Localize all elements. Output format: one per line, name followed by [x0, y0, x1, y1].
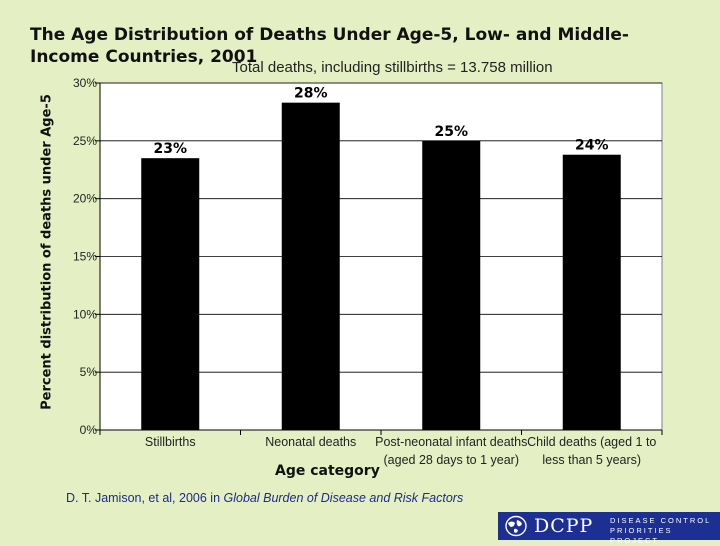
y-tick-label: 5%	[80, 365, 98, 379]
y-tick-label: 25%	[73, 134, 97, 148]
x-tick-label: Neonatal deaths	[265, 435, 356, 449]
x-tick-label: Post-neonatal infant deaths	[375, 435, 527, 449]
x-tick-label: less than 5 years)	[542, 453, 641, 467]
logo-line-1: DISEASE CONTROL	[610, 516, 712, 525]
data-label: 24%	[575, 138, 609, 154]
logo-line-2: PRIORITIES PROJECT	[610, 526, 673, 545]
x-axis-label: Age category	[275, 463, 380, 479]
x-tick-label: Stillbirths	[145, 435, 196, 449]
y-tick-label: 0%	[80, 423, 98, 437]
data-label: 23%	[153, 141, 187, 157]
x-tick-label: Child deaths (aged 1 to	[527, 435, 656, 449]
chart-subtitle: Total deaths, including stillbirths = 13…	[232, 59, 553, 76]
y-tick-label: 15%	[73, 250, 97, 264]
y-tick-label: 30%	[73, 76, 97, 90]
source-citation: D. T. Jamison, et al, 2006 in Global Bur…	[66, 491, 463, 505]
bar	[281, 102, 340, 430]
dcpp-logo: DCPP DISEASE CONTROL PRIORITIES PROJECT	[498, 512, 720, 545]
bar-chart: 0% 5% 10% 15% 20% 25% 30% 23% Stillbirths 28% Neon…	[73, 76, 663, 467]
data-label: 28%	[294, 86, 328, 102]
logo-subtitle: DISEASE CONTROL PRIORITIES PROJECT	[610, 516, 720, 546]
logo-name: DCPP	[534, 515, 594, 537]
bar	[562, 154, 621, 431]
y-tick-label: 10%	[73, 307, 97, 321]
x-tick-label: (aged 28 days to 1 year)	[384, 453, 520, 467]
source-book-title: Global Burden of Disease and Risk Factor…	[223, 491, 464, 505]
chart-title: The Age Distribution of Deaths Under Age…	[30, 25, 629, 67]
globe-icon	[505, 515, 527, 537]
bar	[422, 140, 481, 431]
y-tick-label: 20%	[73, 192, 97, 206]
data-label: 25%	[434, 124, 468, 140]
bar	[141, 158, 200, 430]
source-prefix: D. T. Jamison, et al, 2006 in	[66, 491, 224, 505]
